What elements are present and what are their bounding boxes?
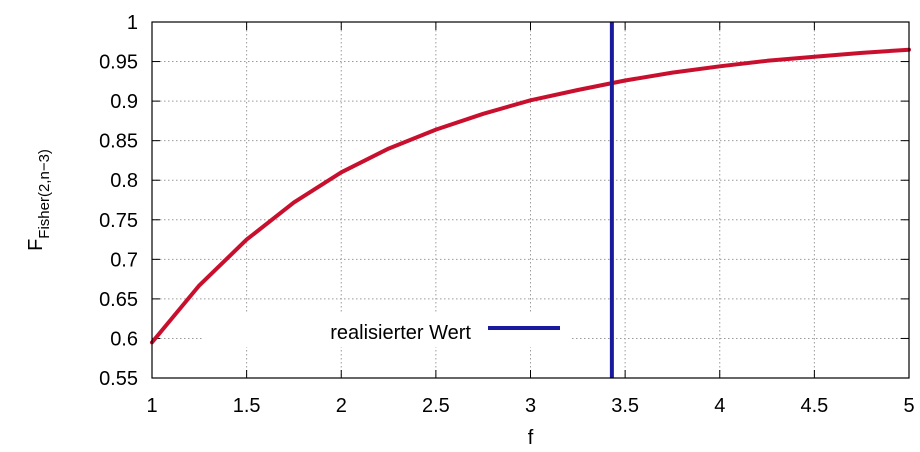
x-tick-label: 4.5 <box>800 395 828 417</box>
x-tick-label: 4 <box>714 395 725 417</box>
x-tick-label: 2.5 <box>422 395 450 417</box>
x-tick-label: 3.5 <box>611 395 639 417</box>
x-tick-label: 2 <box>336 395 347 417</box>
y-tick-label: 0.85 <box>99 131 138 153</box>
y-axis-title: FFisher(2,n−3) <box>25 149 53 251</box>
y-tick-label: 1 <box>127 12 138 34</box>
legend-label: realisierter Wert <box>330 322 471 344</box>
cdf-curve-line <box>150 47 911 345</box>
series <box>150 22 911 378</box>
legend: realisierter Wert <box>202 313 572 347</box>
y-axis-title-subscript: Fisher(2,n−3) <box>36 149 53 239</box>
x-tick-label: 3 <box>525 395 536 417</box>
x-tick-label: 1.5 <box>233 395 261 417</box>
y-tick-label: 0.75 <box>99 210 138 232</box>
x-tick-label: 1 <box>146 395 157 417</box>
ticks: 1 1.5 2 2.5 3 3.5 4 4.5 5 0.55 0.6 0.65 0.7 0.75 0.8 0.… <box>99 12 915 417</box>
y-tick-label: 0.9 <box>110 91 138 113</box>
y-tick-label: 0.6 <box>110 328 138 350</box>
y-tick-label: 0.65 <box>99 289 138 311</box>
x-axis-title: f <box>528 427 534 449</box>
y-tick-label: 0.55 <box>99 368 138 390</box>
y-tick-label: 0.8 <box>110 170 138 192</box>
y-tick-label: 0.7 <box>110 249 138 271</box>
y-axis-title-main: F <box>25 239 47 251</box>
x-tick-label: 5 <box>903 395 914 417</box>
plot-frame <box>151 21 910 379</box>
y-tick-label: 0.95 <box>99 52 138 74</box>
